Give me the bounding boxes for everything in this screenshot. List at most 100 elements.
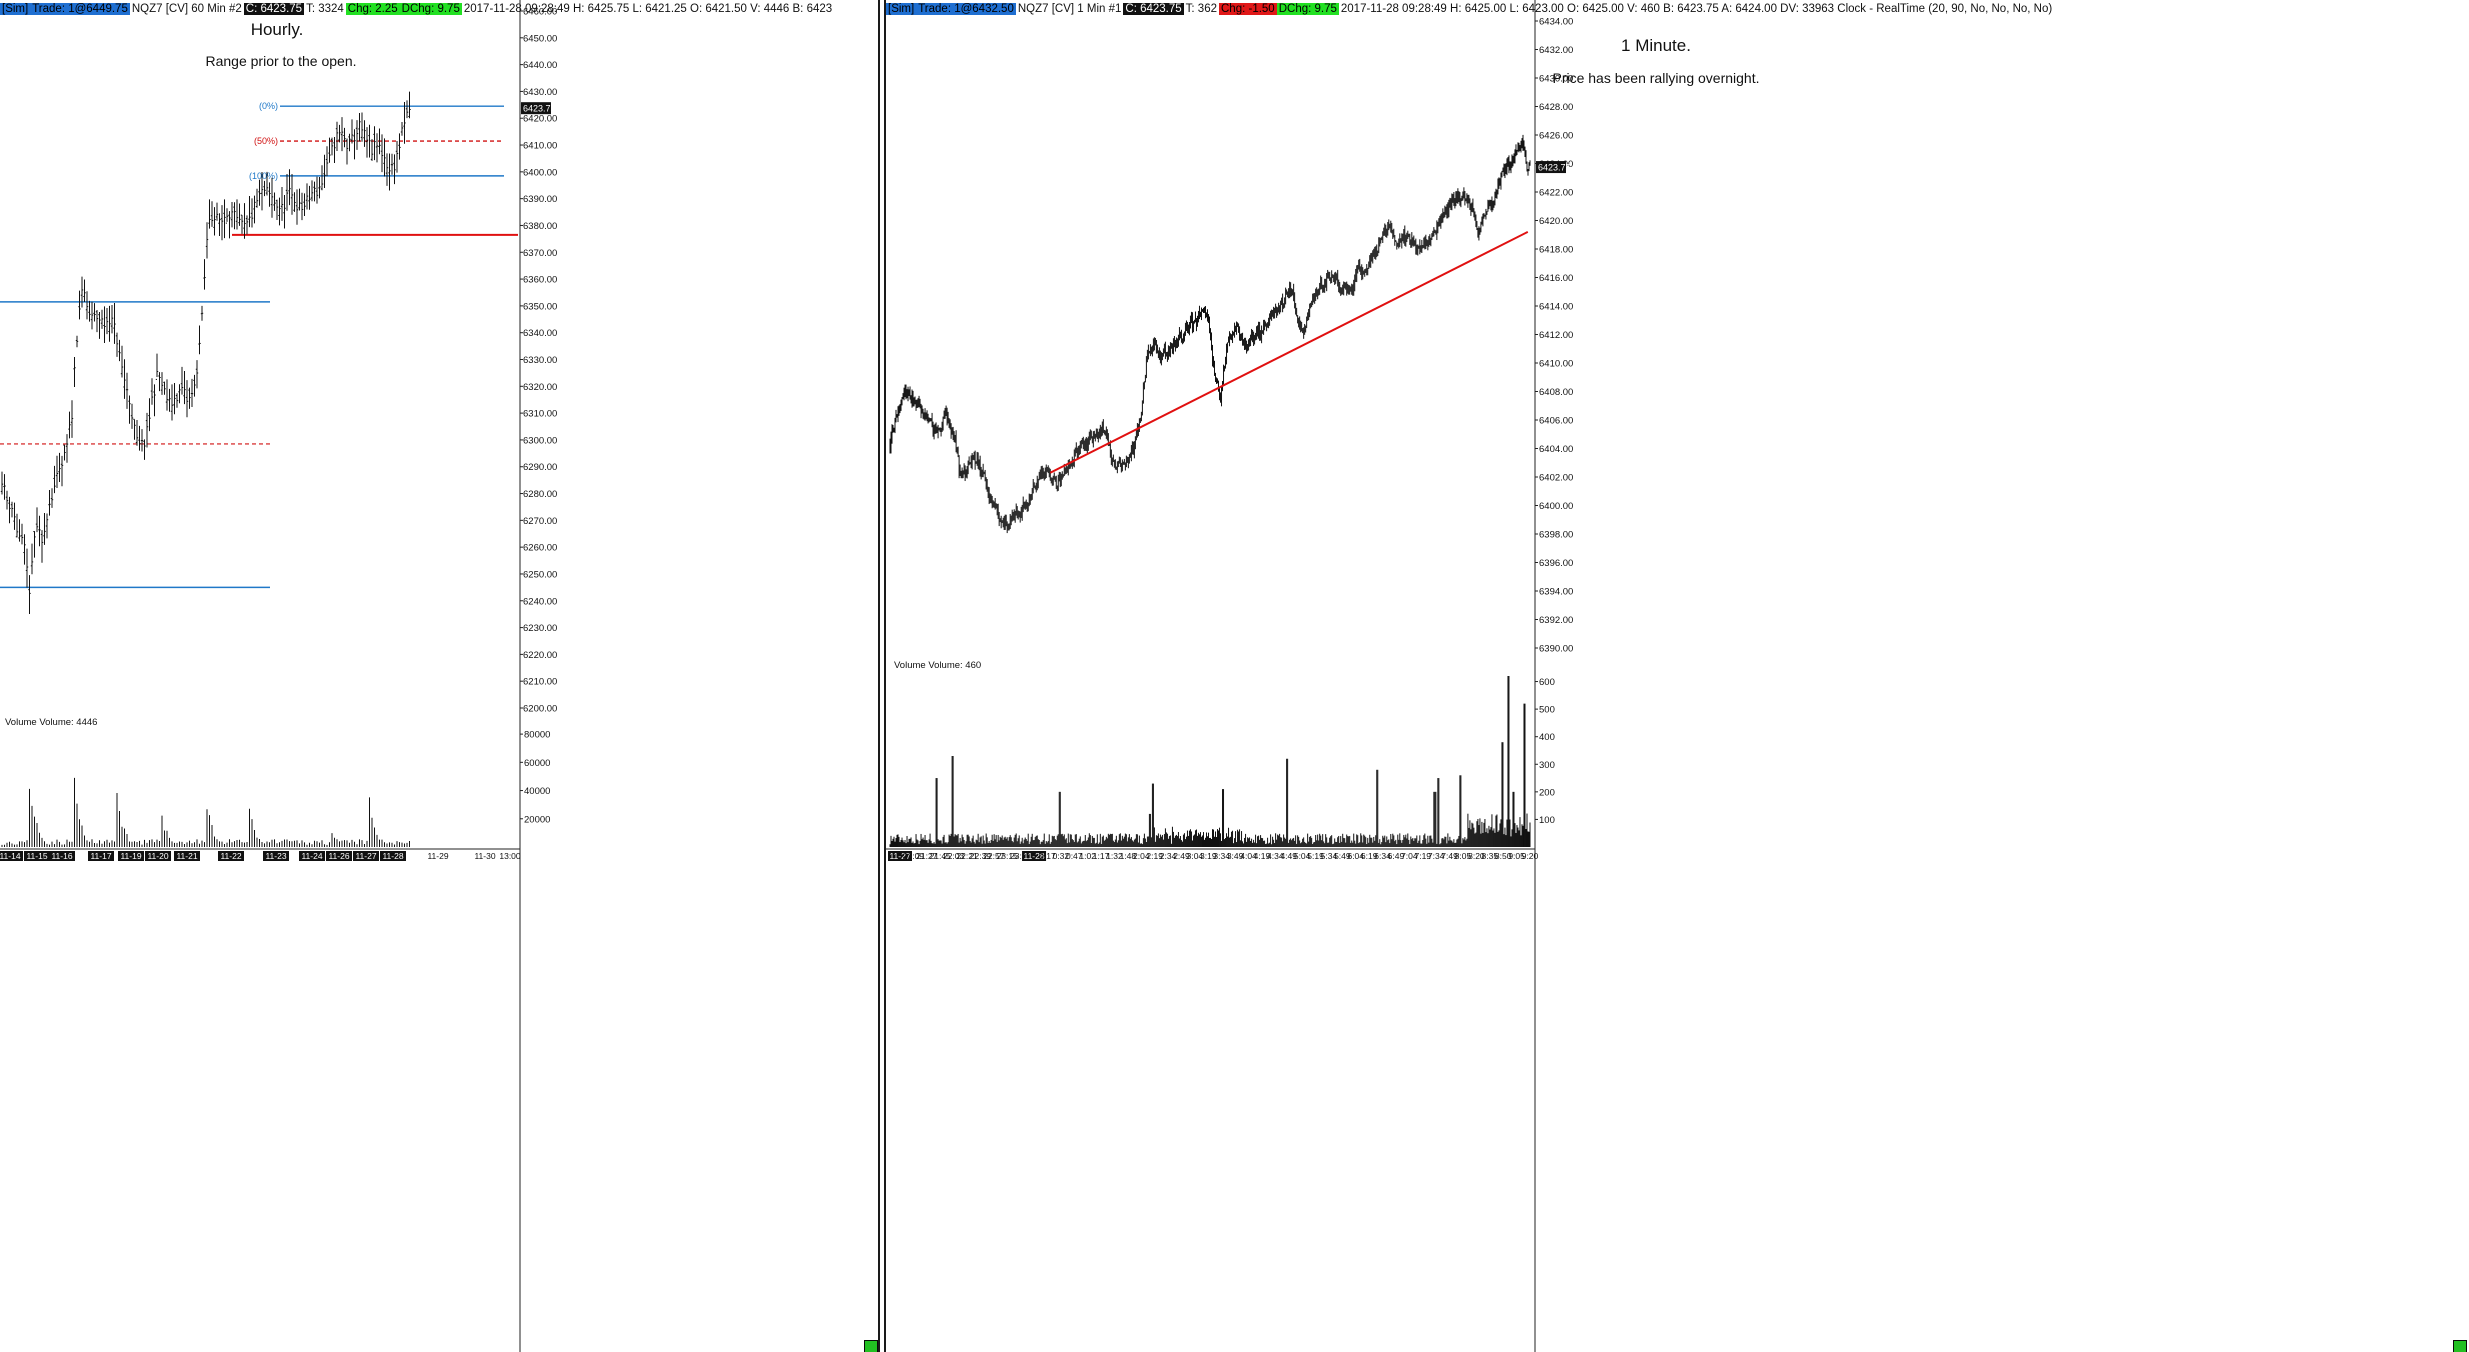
volume-tick-label: 200 (1539, 787, 1555, 798)
x-tick-label: 0:17 (1039, 851, 1056, 861)
volume-tick-label: 80000 (524, 730, 550, 741)
x-tick-label: 6:34 (1374, 851, 1391, 861)
y-tick-label: 6430.00 (523, 87, 557, 98)
y-tick-label: 6380.00 (523, 221, 557, 232)
x-tick-label: 7:04 (1401, 851, 1418, 861)
y-tick-label: 6460.00 (523, 7, 557, 18)
x-label-bg (0, 851, 23, 861)
y-tick-label: 6410.00 (1539, 359, 1573, 370)
uptrend-line (1049, 231, 1529, 474)
x-label-bg (1022, 851, 1047, 861)
x-tick-label: 9:05 (1508, 851, 1525, 861)
y-tick-label: 6230.00 (523, 623, 557, 634)
x-tick-label: 3:19 (1200, 851, 1217, 861)
y-tick-label: 6400.00 (1539, 501, 1573, 512)
x-tick-label: 5:19 (1307, 851, 1324, 861)
x-tick-label: 4:04 (1240, 851, 1257, 861)
x-label-bg (353, 851, 379, 861)
x-tick-label: 13:00 (499, 851, 521, 861)
y-tick-label: 6420.00 (1539, 216, 1573, 227)
x-tick-label: 5:49 (1334, 851, 1351, 861)
y-tick-label: 6414.00 (1539, 302, 1573, 313)
x-tick-label: 4:19 (1254, 851, 1271, 861)
x-tick-label: 1:02 (1079, 851, 1096, 861)
status-indicator-right (2453, 1340, 2467, 1352)
minute-chart-title: 1 Minute. (1621, 36, 1691, 55)
x-tick-label: 8:35 (1482, 851, 1499, 861)
volume-label: Volume Volume: 460 (894, 660, 981, 671)
x-tick-label: 11-28 (1023, 851, 1044, 861)
y-tick-label: 6270.00 (523, 516, 557, 527)
last-price-label: 6423.75 (523, 104, 556, 114)
hourly-chart-pane[interactable]: [Sim] Trade: 1@6449.75 NQZ7 [CV] 60 Min #2… (0, 0, 878, 1352)
hourly-chart-header: [Sim] Trade: 1@6449.75 NQZ7 [CV] 60 Min #2… (0, 0, 834, 18)
minute-chart-header: [Sim] Trade: 1@6432.50 NQZ7 [CV] 1 Min #1 C… (886, 0, 2054, 18)
y-tick-label: 6240.00 (523, 596, 557, 607)
y-tick-label: 6250.00 (523, 569, 557, 580)
y-tick-label: 6370.00 (523, 248, 557, 259)
x-tick-label: 11-22 (220, 851, 241, 861)
x-tick-label: 22:03 (943, 851, 965, 861)
y-tick-label: 6410.00 (523, 141, 557, 152)
hourly-price-chart[interactable]: 6460.00 6450.00 6440.00 6430.00 6420.00 6410.… (0, 0, 878, 1352)
x-tick-label: 11-28 (382, 851, 403, 861)
x-label-bg (24, 851, 50, 861)
x-label-bg (174, 851, 200, 861)
y-tick-label: 6290.00 (523, 462, 557, 473)
y-tick-label: 6426.00 (1539, 131, 1573, 142)
y-tick-label: 6260.00 (523, 543, 557, 554)
y-tick-label: 6392.00 (1539, 615, 1573, 626)
x-label-bg (218, 851, 244, 861)
header-field: T: 362 (1185, 3, 1217, 15)
hourly-chart-subtitle: Range prior to the open. (205, 53, 357, 69)
x-tick-label: 0:47 (1066, 851, 1083, 861)
x-tick-label: 4:49 (1280, 851, 1297, 861)
x-tick-label: 4:34 (1267, 851, 1284, 861)
x-tick-label: 23:34 (1010, 851, 1032, 861)
header-field: Trade: 1@6449.75 (30, 3, 130, 15)
minute-chart-pane[interactable]: [Sim] Trade: 1@6432.50 NQZ7 [CV] 1 Min #1 C… (886, 0, 2469, 1352)
x-tick-label: 21:45 (930, 851, 952, 861)
x-label-bg (88, 851, 114, 861)
header-field: DChg: 9.75 (399, 3, 462, 15)
x-tick-label: 1:48 (1120, 851, 1137, 861)
y-tick-label: 6400.00 (523, 167, 557, 178)
x-tick-label: 6:04 (1347, 851, 1364, 861)
x-tick-label: 11-15 (26, 851, 47, 861)
y-tick-label: 6300.00 (523, 435, 557, 446)
y-tick-label: 6390.00 (1539, 644, 1573, 655)
minute-chart-subtitle: Price has been rallying overnight. (1552, 70, 1760, 86)
x-tick-label: 8:05 (1455, 851, 1472, 861)
y-tick-label: 6200.00 (523, 704, 557, 715)
x-tick-label: 21:27 (916, 851, 938, 861)
x-tick-label: 6:49 (1388, 851, 1405, 861)
y-tick-label: 6220.00 (523, 650, 557, 661)
volume-tick-label: 600 (1539, 677, 1555, 688)
y-tick-label: 6280.00 (523, 489, 557, 500)
x-tick-label: 11-23 (265, 851, 286, 861)
y-tick-label: 6450.00 (523, 33, 557, 44)
pane-divider[interactable] (878, 0, 886, 1352)
header-field: Trade: 1@6432.50 (916, 3, 1016, 15)
x-tick-label: 1:32 (1106, 851, 1123, 861)
x-tick-label: 2:04 (1133, 851, 1150, 861)
y-tick-label: 6432.00 (1539, 45, 1573, 56)
volume-tick-label: 500 (1539, 705, 1555, 716)
y-tick-label: 6402.00 (1539, 473, 1573, 484)
fib-level-label: (100%) (249, 171, 278, 181)
x-tick-label: 11-14 (0, 851, 21, 861)
x-tick-label: 11-24 (301, 851, 322, 861)
x-tick-label: 8:20 (1468, 851, 1485, 861)
y-tick-label: 6360.00 (523, 275, 557, 286)
fib-level-label: (50%) (254, 136, 278, 146)
header-field: 2017-11-28 09:28:49 H: 6425.00 L: 6423.0… (1340, 3, 2053, 15)
x-tick-label: 3:34 (1213, 851, 1230, 861)
status-indicator (864, 1340, 878, 1352)
x-tick-label: 11-29 (427, 851, 448, 861)
x-tick-label: 11-17 (90, 851, 111, 861)
x-tick-label: 11-27 (889, 851, 910, 861)
minute-price-chart[interactable]: 6434.006432.006430.006428.006426.006424.… (886, 0, 2469, 1352)
volume-tick-label: 300 (1539, 760, 1555, 771)
x-tick-label: 7:49 (1441, 851, 1458, 861)
y-tick-label: 6412.00 (1539, 330, 1573, 341)
